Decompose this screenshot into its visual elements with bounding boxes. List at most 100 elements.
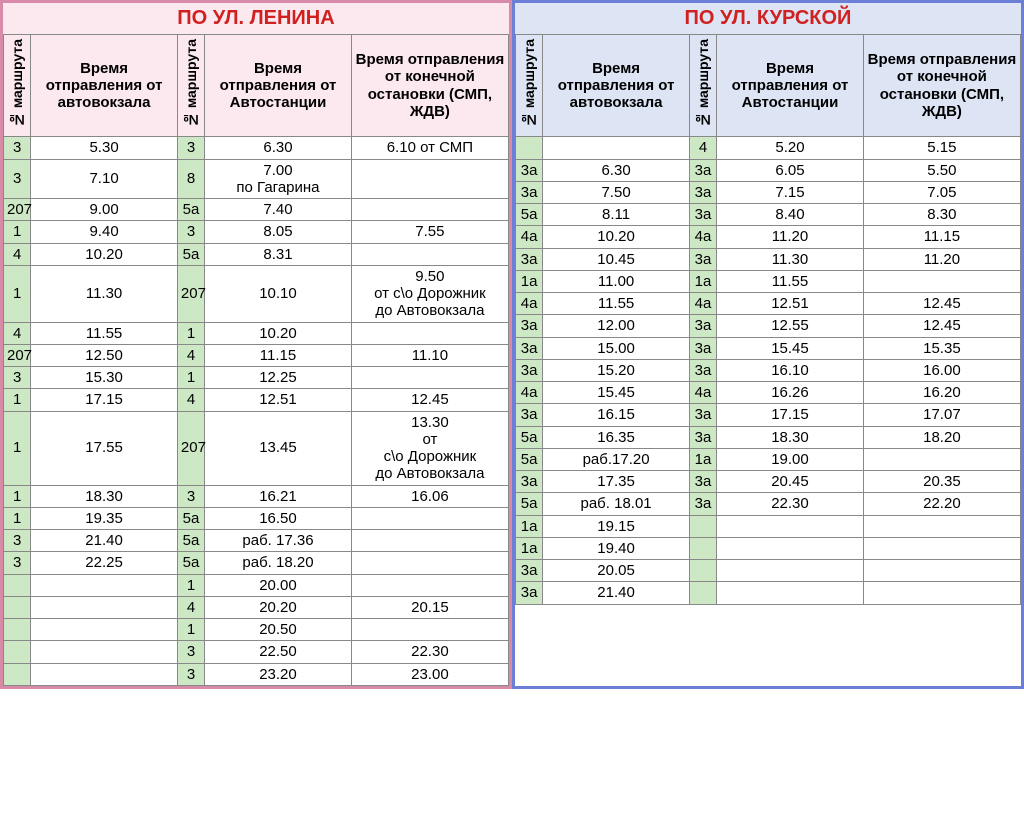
route-cell: 3 [177, 641, 204, 663]
final-cell [351, 619, 508, 641]
time-cell: 16.21 [205, 485, 352, 507]
time-cell: 8.05 [205, 221, 352, 243]
time-cell [31, 641, 178, 663]
table-row: 3а15.003а15.4515.35 [516, 337, 1021, 359]
time-cell: 22.50 [205, 641, 352, 663]
table-row: 19.4038.057.55 [4, 221, 509, 243]
time-cell: 20.45 [717, 471, 864, 493]
route-cell: 4а [689, 382, 716, 404]
final-cell: 17.07 [863, 404, 1020, 426]
time-cell [31, 574, 178, 596]
route-cell: 4 [177, 596, 204, 618]
route-cell [689, 537, 716, 559]
table-row: 3а15.203а16.1016.00 [516, 359, 1021, 381]
final-cell: 8.30 [863, 204, 1020, 226]
route-cell: 3а [516, 471, 543, 493]
final-cell [863, 270, 1020, 292]
table-row: 410.205а8.31 [4, 243, 509, 265]
schedule-container: ПО УЛ. ЛЕНИНА № маршрута Время отправлен… [0, 0, 1024, 689]
time-cell: 12.50 [31, 344, 178, 366]
time-cell: 12.51 [717, 293, 864, 315]
route-cell: 1 [4, 389, 31, 411]
time-cell [717, 537, 864, 559]
time-cell: 11.30 [717, 248, 864, 270]
route-cell: 3а [516, 359, 543, 381]
time-cell: 15.30 [31, 367, 178, 389]
table-row: 37.1087.00по Гагарина [4, 159, 509, 199]
time-cell: 21.40 [543, 582, 690, 604]
time-cell: раб.17.20 [543, 448, 690, 470]
route-cell: 8 [177, 159, 204, 199]
time-cell: 12.55 [717, 315, 864, 337]
time-cell: 7.50 [543, 181, 690, 203]
route-cell: 3а [689, 248, 716, 270]
time-cell [717, 582, 864, 604]
route-cell: 3а [689, 426, 716, 448]
route-cell: 3 [177, 137, 204, 159]
route-cell: 3а [689, 493, 716, 515]
time-cell: 20.00 [205, 574, 352, 596]
route-cell: 1 [177, 367, 204, 389]
route-cell: 5а [516, 493, 543, 515]
final-cell: 16.20 [863, 382, 1020, 404]
final-cell: 15.35 [863, 337, 1020, 359]
time-cell: 20.50 [205, 619, 352, 641]
table-row: 3а10.453а11.3011.20 [516, 248, 1021, 270]
route-cell: 1 [4, 485, 31, 507]
time-cell: 11.20 [717, 226, 864, 248]
route-cell [689, 560, 716, 582]
table-row: 2079.005а7.40 [4, 199, 509, 221]
final-cell: 11.20 [863, 248, 1020, 270]
time-cell: 16.10 [717, 359, 864, 381]
table-row: 323.2023.00 [4, 663, 509, 685]
final-cell: 5.50 [863, 159, 1020, 181]
route-cell [689, 515, 716, 537]
time-cell [717, 560, 864, 582]
time-cell: 15.00 [543, 337, 690, 359]
route-cell: 3а [689, 315, 716, 337]
route-cell: 3а [689, 404, 716, 426]
route-cell: 1а [516, 537, 543, 559]
table-row: 1а19.15 [516, 515, 1021, 537]
final-cell [351, 243, 508, 265]
time-cell: раб. 18.01 [543, 493, 690, 515]
time-cell: 11.15 [205, 344, 352, 366]
header-route-1-right: № маршрута [516, 35, 543, 137]
route-cell [689, 582, 716, 604]
section-kurskaya: ПО УЛ. КУРСКОЙ № маршрута Время отправле… [512, 0, 1024, 689]
header-route-2-left: № маршрута [177, 35, 204, 137]
route-cell [4, 574, 31, 596]
route-cell: 3а [516, 582, 543, 604]
final-cell: 16.06 [351, 485, 508, 507]
route-cell: 5а [177, 507, 204, 529]
final-cell [863, 448, 1020, 470]
route-cell: 3а [516, 181, 543, 203]
final-cell: 23.00 [351, 663, 508, 685]
route-cell: 207 [4, 344, 31, 366]
header-time2-left: Время отправления от Автостанции [205, 35, 352, 137]
route-cell: 3а [689, 204, 716, 226]
route-cell: 1а [516, 270, 543, 292]
route-cell: 3 [4, 530, 31, 552]
final-cell: 22.20 [863, 493, 1020, 515]
time-cell: 23.20 [205, 663, 352, 685]
route-cell: 4а [516, 382, 543, 404]
route-cell: 207 [4, 199, 31, 221]
route-cell: 4 [177, 389, 204, 411]
final-cell [351, 367, 508, 389]
time-cell: раб. 17.36 [205, 530, 352, 552]
time-cell [31, 596, 178, 618]
time-cell: 10.20 [31, 243, 178, 265]
table-row: 3а17.353а20.4520.35 [516, 471, 1021, 493]
section-lenina: ПО УЛ. ЛЕНИНА № маршрута Время отправлен… [0, 0, 512, 689]
table-row: 411.55110.20 [4, 322, 509, 344]
route-cell: 207 [177, 411, 204, 485]
time-cell: 17.55 [31, 411, 178, 485]
table-row: 322.5022.30 [4, 641, 509, 663]
final-cell: 20.35 [863, 471, 1020, 493]
route-cell: 1а [689, 270, 716, 292]
route-cell [4, 641, 31, 663]
section-title-left: ПО УЛ. ЛЕНИНА [3, 3, 509, 34]
time-cell: 10.20 [543, 226, 690, 248]
route-cell: 4 [4, 322, 31, 344]
